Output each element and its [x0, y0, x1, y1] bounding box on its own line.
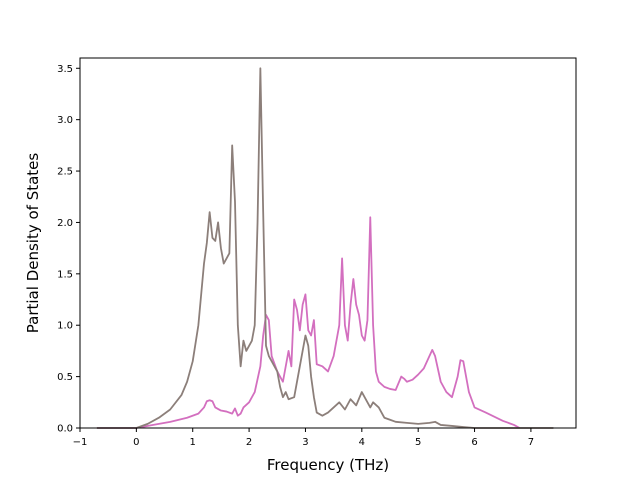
plot-background [80, 58, 576, 428]
y-tick-label: 2.0 [57, 218, 73, 229]
x-tick-label: 4 [359, 437, 365, 448]
x-axis: −1 0 1 2 3 4 5 6 7 [73, 428, 534, 448]
plot-frame [79, 57, 577, 429]
x-tick-label: 0 [133, 437, 139, 448]
y-tick-label: 0.5 [57, 372, 73, 383]
y-axis-title: Partial Density of States [24, 153, 42, 334]
series-line-1 [96, 216, 521, 429]
y-tick-label: 3.5 [57, 64, 73, 75]
series-line-2 [96, 67, 554, 429]
y-tick-label: 1.0 [57, 321, 73, 332]
x-tick-label: 1 [190, 437, 196, 448]
x-tick-label: −1 [73, 437, 88, 448]
x-tick-label: 2 [246, 437, 252, 448]
y-tick-label: 2.5 [57, 167, 73, 178]
y-tick-label: 0.0 [57, 424, 73, 435]
x-tick-label: 5 [415, 437, 421, 448]
x-tick-label: 7 [528, 437, 534, 448]
x-tick-label: 3 [302, 437, 308, 448]
y-tick-label: 1.5 [57, 269, 73, 280]
x-axis-title: Frequency (THz) [267, 456, 389, 474]
series-layer [96, 67, 554, 429]
x-tick-label: 6 [471, 437, 477, 448]
y-axis: 0.0 0.5 1.0 1.5 2.0 2.5 3.0 3.5 [57, 64, 80, 435]
y-tick-label: 3.0 [57, 115, 73, 126]
